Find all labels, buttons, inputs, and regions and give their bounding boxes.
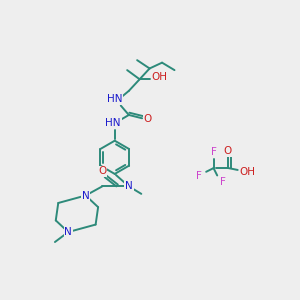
Text: N: N [82, 190, 89, 200]
Text: F: F [220, 177, 226, 187]
Text: F: F [211, 147, 217, 157]
Text: HN: HN [105, 118, 121, 128]
Text: N: N [125, 182, 133, 191]
Text: HN: HN [107, 94, 122, 104]
Text: O: O [98, 167, 106, 176]
Text: O: O [224, 146, 232, 156]
Text: N: N [64, 227, 72, 237]
Text: F: F [196, 171, 202, 181]
Text: O: O [144, 114, 152, 124]
Text: OH: OH [152, 72, 168, 82]
Text: OH: OH [240, 167, 256, 177]
